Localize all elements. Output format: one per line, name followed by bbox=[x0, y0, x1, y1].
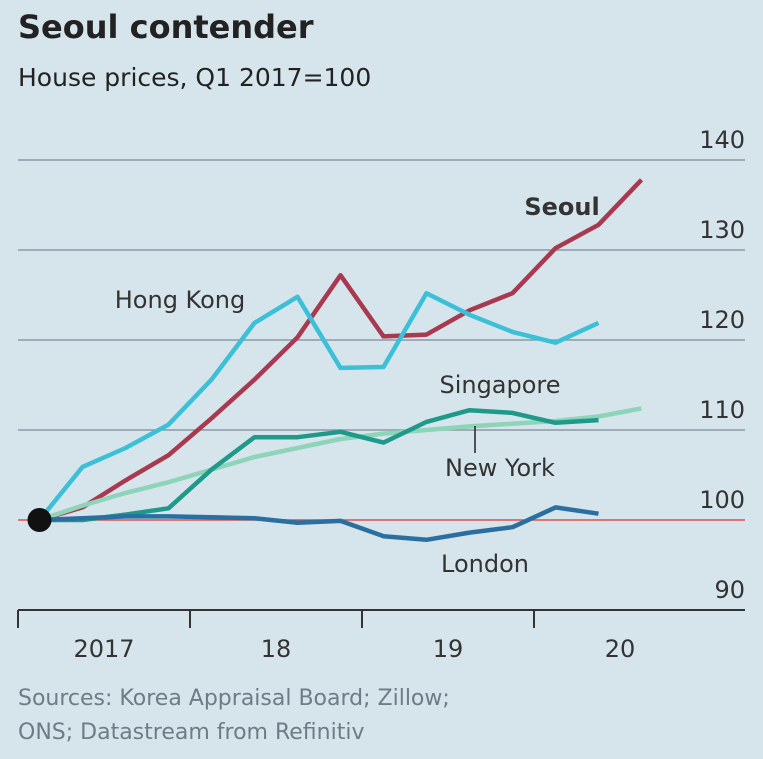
y-tick-label: 120 bbox=[699, 306, 745, 334]
y-tick-label: 110 bbox=[699, 396, 745, 424]
series-line bbox=[38, 406, 642, 523]
source: ONS; Datastream from Refinitiv bbox=[18, 720, 364, 745]
series-label: New York bbox=[445, 454, 555, 482]
series-line bbox=[39, 505, 599, 543]
y-tick-label: 130 bbox=[699, 216, 745, 244]
x-tick-label: 2017 bbox=[73, 635, 134, 663]
x-tick-label: 20 bbox=[605, 635, 636, 663]
x-tick-label: 18 bbox=[261, 635, 292, 663]
plot bbox=[37, 178, 644, 543]
series-line bbox=[38, 178, 644, 523]
grid bbox=[17, 159, 745, 628]
series-label: Seoul bbox=[524, 193, 599, 221]
source: Sources: Korea Appraisal Board; Zillow; bbox=[18, 686, 450, 711]
chart-subtitle: House prices, Q1 2017=100 bbox=[18, 63, 371, 92]
series-line bbox=[39, 407, 599, 523]
x-tick-label: 19 bbox=[433, 635, 464, 663]
chart-title: Seoul contender bbox=[18, 8, 314, 46]
series-line bbox=[37, 290, 600, 522]
series-label: London bbox=[441, 550, 529, 578]
y-tick-label: 90 bbox=[714, 576, 745, 604]
series-label: Hong Kong bbox=[115, 286, 245, 314]
y-tick-label: 140 bbox=[699, 126, 745, 154]
series-label: Singapore bbox=[439, 371, 560, 399]
y-tick-label: 100 bbox=[699, 486, 745, 514]
start-dot bbox=[27, 508, 52, 532]
